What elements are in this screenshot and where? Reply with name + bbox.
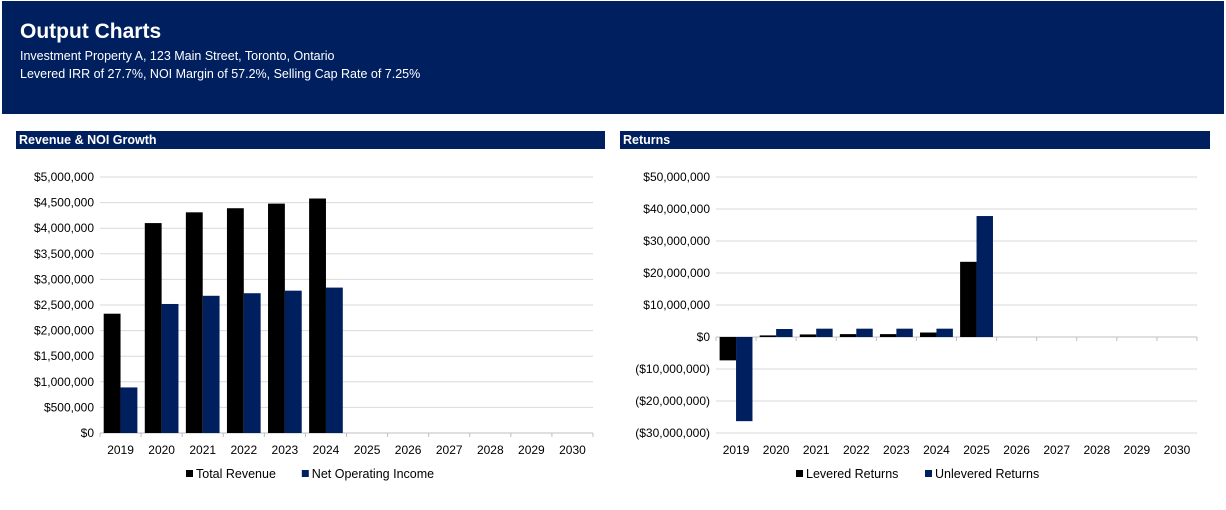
header-banner: Output Charts Investment Property A, 123… — [2, 1, 1224, 114]
returns-y-tick-label: $30,000,000 — [643, 234, 710, 248]
revenue-noi-x-tick-label: 2026 — [395, 443, 422, 457]
returns-bar-series1 — [759, 335, 777, 337]
revenue-noi-y-tick-label: $1,500,000 — [34, 349, 94, 363]
revenue-noi-bar-series1 — [268, 203, 285, 433]
revenue-noi-bar-series2 — [161, 303, 179, 433]
revenue-noi-x-tick-label: 2020 — [148, 443, 175, 457]
returns-x-tick-label: 2030 — [1164, 443, 1191, 457]
returns-y-tick-label: $10,000,000 — [643, 298, 710, 312]
property-description: Investment Property A, 123 Main Street, … — [20, 49, 335, 63]
revenue-noi-y-tick-label: $5,000,000 — [34, 170, 94, 184]
revenue-noi-chart: $0 $500,000 $1,000,000 $1,500,000 $2,000,000… — [34, 170, 594, 481]
revenue-noi-x-tick-label: 2024 — [313, 443, 340, 457]
returns-bar-series1 — [960, 261, 977, 337]
revenue-noi-x-tick-label: 2027 — [436, 443, 463, 457]
revenue-noi-legend-label: Total Revenue — [196, 467, 276, 481]
revenue-noi-bar-series1 — [226, 208, 244, 433]
returns-x-tick-label: 2020 — [763, 443, 790, 457]
returns-x-tick-label: 2028 — [1083, 443, 1110, 457]
returns-bar-series1 — [879, 334, 897, 337]
returns-x-tick-label: 2023 — [883, 443, 910, 457]
returns-chart-title: Returns — [620, 131, 1210, 149]
returns-bar-series2 — [976, 216, 993, 337]
revenue-noi-bar-series2 — [243, 293, 261, 433]
returns-y-tick-label: ($30,000,000) — [635, 426, 710, 440]
revenue-noi-bar-series1 — [103, 313, 121, 433]
revenue-noi-x-tick-label: 2023 — [272, 443, 299, 457]
revenue-noi-y-tick-label: $1,000,000 — [34, 375, 94, 389]
returns-bar-series2 — [776, 329, 793, 337]
revenue-noi-y-tick-label: $0 — [81, 426, 95, 440]
revenue-noi-bar-series2 — [284, 290, 302, 433]
revenue-noi-y-tick-label: $3,500,000 — [34, 247, 94, 261]
returns-y-tick-label: $50,000,000 — [643, 170, 710, 184]
returns-y-tick-label: ($10,000,000) — [635, 362, 710, 376]
revenue-noi-y-tick-label: $3,000,000 — [34, 272, 94, 286]
revenue-noi-bar-series2 — [120, 387, 138, 433]
returns-y-tick-label: ($20,000,000) — [635, 394, 710, 408]
returns-y-tick-label: $0 — [697, 330, 711, 344]
revenue-noi-y-tick-label: $4,000,000 — [34, 221, 94, 235]
returns-x-tick-label: 2025 — [963, 443, 990, 457]
revenue-noi-bar-series1 — [144, 223, 162, 433]
revenue-noi-x-tick-label: 2029 — [518, 443, 545, 457]
returns-bar-series1 — [799, 334, 817, 337]
returns-y-tick-label: $20,000,000 — [643, 266, 710, 280]
return-summary: Levered IRR of 27.7%, NOI Margin of 57.2… — [20, 67, 421, 81]
revenue-noi-x-tick-label: 2030 — [559, 443, 586, 457]
returns-y-tick-label: $40,000,000 — [643, 202, 710, 216]
revenue-noi-bar-series2 — [325, 287, 343, 433]
revenue-noi-chart-title: Revenue & NOI Growth — [16, 131, 605, 149]
returns-x-tick-label: 2021 — [803, 443, 830, 457]
revenue-noi-y-tick-label: $2,500,000 — [34, 298, 94, 312]
returns-legend-swatch — [925, 470, 932, 477]
returns-x-tick-label: 2019 — [723, 443, 750, 457]
revenue-noi-x-tick-label: 2019 — [107, 443, 134, 457]
returns-legend-label: Unlevered Returns — [935, 467, 1039, 481]
returns-legend-swatch — [796, 470, 803, 477]
returns-bar-series2 — [896, 328, 913, 337]
revenue-noi-x-tick-label: 2021 — [189, 443, 216, 457]
returns-legend-label: Levered Returns — [806, 467, 898, 481]
returns-bar-series2 — [936, 328, 953, 337]
returns-chart: ($30,000,000) ($20,000,000) ($10,000,000) $… — [635, 170, 1198, 481]
returns-x-tick-label: 2029 — [1124, 443, 1151, 457]
returns-bar-series2 — [816, 328, 833, 337]
returns-bar-series1 — [719, 337, 737, 361]
returns-x-tick-label: 2022 — [843, 443, 870, 457]
revenue-noi-y-tick-label: $2,000,000 — [34, 324, 94, 338]
revenue-noi-x-tick-label: 2022 — [230, 443, 257, 457]
returns-bar-series1 — [920, 332, 937, 337]
returns-bar-series2 — [736, 337, 753, 422]
returns-x-tick-label: 2026 — [1003, 443, 1030, 457]
page-title: Output Charts — [20, 20, 162, 43]
revenue-noi-y-tick-label: $4,500,000 — [34, 196, 94, 210]
revenue-noi-legend-label: Net Operating Income — [312, 467, 434, 481]
revenue-noi-x-tick-label: 2028 — [477, 443, 504, 457]
revenue-noi-bar-series1 — [309, 198, 326, 433]
revenue-noi-x-tick-label: 2025 — [354, 443, 381, 457]
returns-x-tick-label: 2027 — [1043, 443, 1070, 457]
revenue-noi-legend-swatch — [186, 470, 193, 477]
returns-bar-series1 — [839, 334, 857, 337]
revenue-noi-bar-series1 — [185, 212, 203, 433]
revenue-noi-y-tick-label: $500,000 — [44, 400, 94, 414]
returns-x-tick-label: 2024 — [923, 443, 950, 457]
revenue-noi-bar-series2 — [202, 295, 220, 433]
revenue-noi-legend-swatch — [301, 470, 309, 477]
returns-bar-series2 — [856, 328, 873, 337]
